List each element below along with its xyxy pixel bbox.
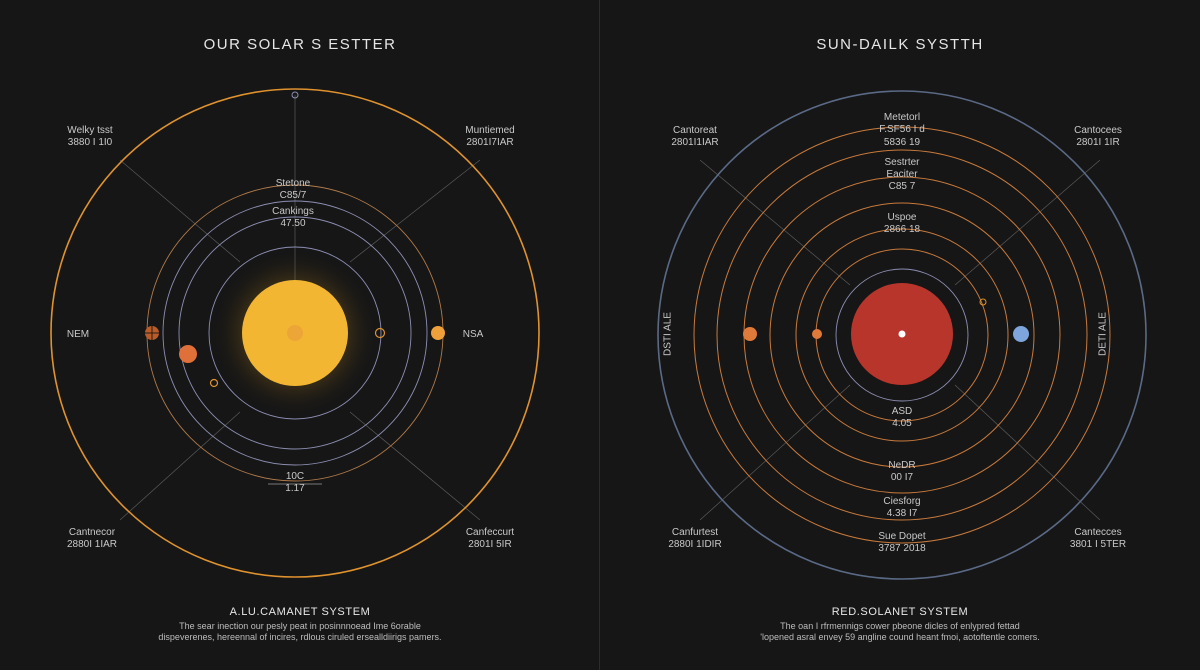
system-title-right: RED.SOLANET SYSTEM bbox=[831, 606, 969, 618]
planet-left-outer bbox=[743, 327, 757, 341]
label-ring-2: 5836 19 bbox=[883, 137, 921, 148]
orbit-1 bbox=[208, 246, 382, 420]
label-right: NSA bbox=[462, 329, 484, 340]
label-top-left: Cantoreat 2801I1IAR bbox=[671, 125, 719, 148]
planet-right-ring bbox=[374, 327, 386, 339]
planet-right bbox=[431, 326, 445, 340]
label-bottom-left: Cantnecor 2880I 1IAR bbox=[66, 527, 118, 550]
label-ring-3: Sestrter Eaciter C85 7 bbox=[884, 157, 920, 192]
label-top-right: Muntiemed 2801I7IAR bbox=[465, 125, 515, 148]
label-bottom-right: Cantecces 3801 I 5TER bbox=[1069, 527, 1127, 550]
label-bottom-left: Canfurtest 2880I 1IDIR bbox=[668, 527, 722, 550]
label-inner-top: Stetone C85/7 bbox=[275, 178, 311, 201]
outer-orbit bbox=[657, 90, 1147, 580]
orbit-6 bbox=[716, 149, 1088, 521]
solar-system-panel-right: SUN-DAILK SYSTTH Cantoreat 2801I1IAR Cant… bbox=[600, 0, 1200, 670]
orbit-7 bbox=[693, 126, 1111, 544]
label-below-2: Ciesforg 4.38 I7 bbox=[883, 496, 921, 519]
system-title-left: A.LU.CAMANET SYSTEM bbox=[229, 606, 371, 618]
label-below-3: Sue Dopet 3787 2018 bbox=[878, 531, 926, 554]
outer-orbit bbox=[50, 88, 540, 578]
label-side-left: DSTI ALE bbox=[662, 312, 674, 356]
label-below-1: NeDR 00 I7 bbox=[888, 460, 916, 483]
panel-divider bbox=[599, 0, 600, 670]
planet-small bbox=[979, 298, 987, 306]
planet-small bbox=[209, 378, 219, 388]
planet-left bbox=[145, 326, 159, 340]
description-left: The sear inection our pesly peat in posi… bbox=[158, 621, 442, 642]
orbit-3 bbox=[795, 228, 1009, 442]
label-left: NEM bbox=[66, 329, 90, 340]
label-inner-mid: Cankings 47.50 bbox=[272, 206, 314, 229]
planet-top bbox=[291, 91, 299, 99]
solar-system-diagram-left bbox=[50, 88, 540, 578]
planet-orange bbox=[179, 345, 197, 363]
solar-system-diagram-right bbox=[657, 90, 1147, 580]
label-ring-1: Metetorl F.SF56 I d bbox=[879, 112, 925, 135]
sun-core bbox=[287, 325, 303, 341]
label-top-left: Welky tsst 3880 I 1I0 bbox=[67, 125, 113, 148]
label-bottom-inner: 10C 1.17 bbox=[285, 471, 305, 494]
orbit-4 bbox=[769, 202, 1035, 468]
orbit-1 bbox=[835, 268, 969, 402]
label-top-right: Cantocees 2801I 1IR bbox=[1074, 125, 1122, 148]
orbit-3 bbox=[162, 200, 428, 466]
label-inner-bottom: ASD 4.05 bbox=[891, 406, 913, 429]
description-right: The oan I rfrmennigs cower pbeone dicles… bbox=[760, 621, 1040, 642]
page-title-left: OUR SOLAR S ESTTER bbox=[203, 36, 397, 53]
page-title-right: SUN-DAILK SYSTTH bbox=[816, 36, 984, 53]
planet-right-blue bbox=[1013, 326, 1029, 342]
orbit-2 bbox=[178, 216, 412, 450]
solar-system-panel-left: OUR SOLAR S ESTTER Welky tsst 3880 I 1I0 … bbox=[50, 36, 540, 642]
label-side-right: DETI ALE bbox=[1097, 312, 1109, 356]
planet-left-inner bbox=[812, 329, 822, 339]
label-ring-4: Uspoe 2866 18 bbox=[883, 212, 921, 235]
label-bottom-right: Canfeccurt 2801I 5IR bbox=[465, 527, 515, 550]
sun-core bbox=[898, 330, 906, 338]
